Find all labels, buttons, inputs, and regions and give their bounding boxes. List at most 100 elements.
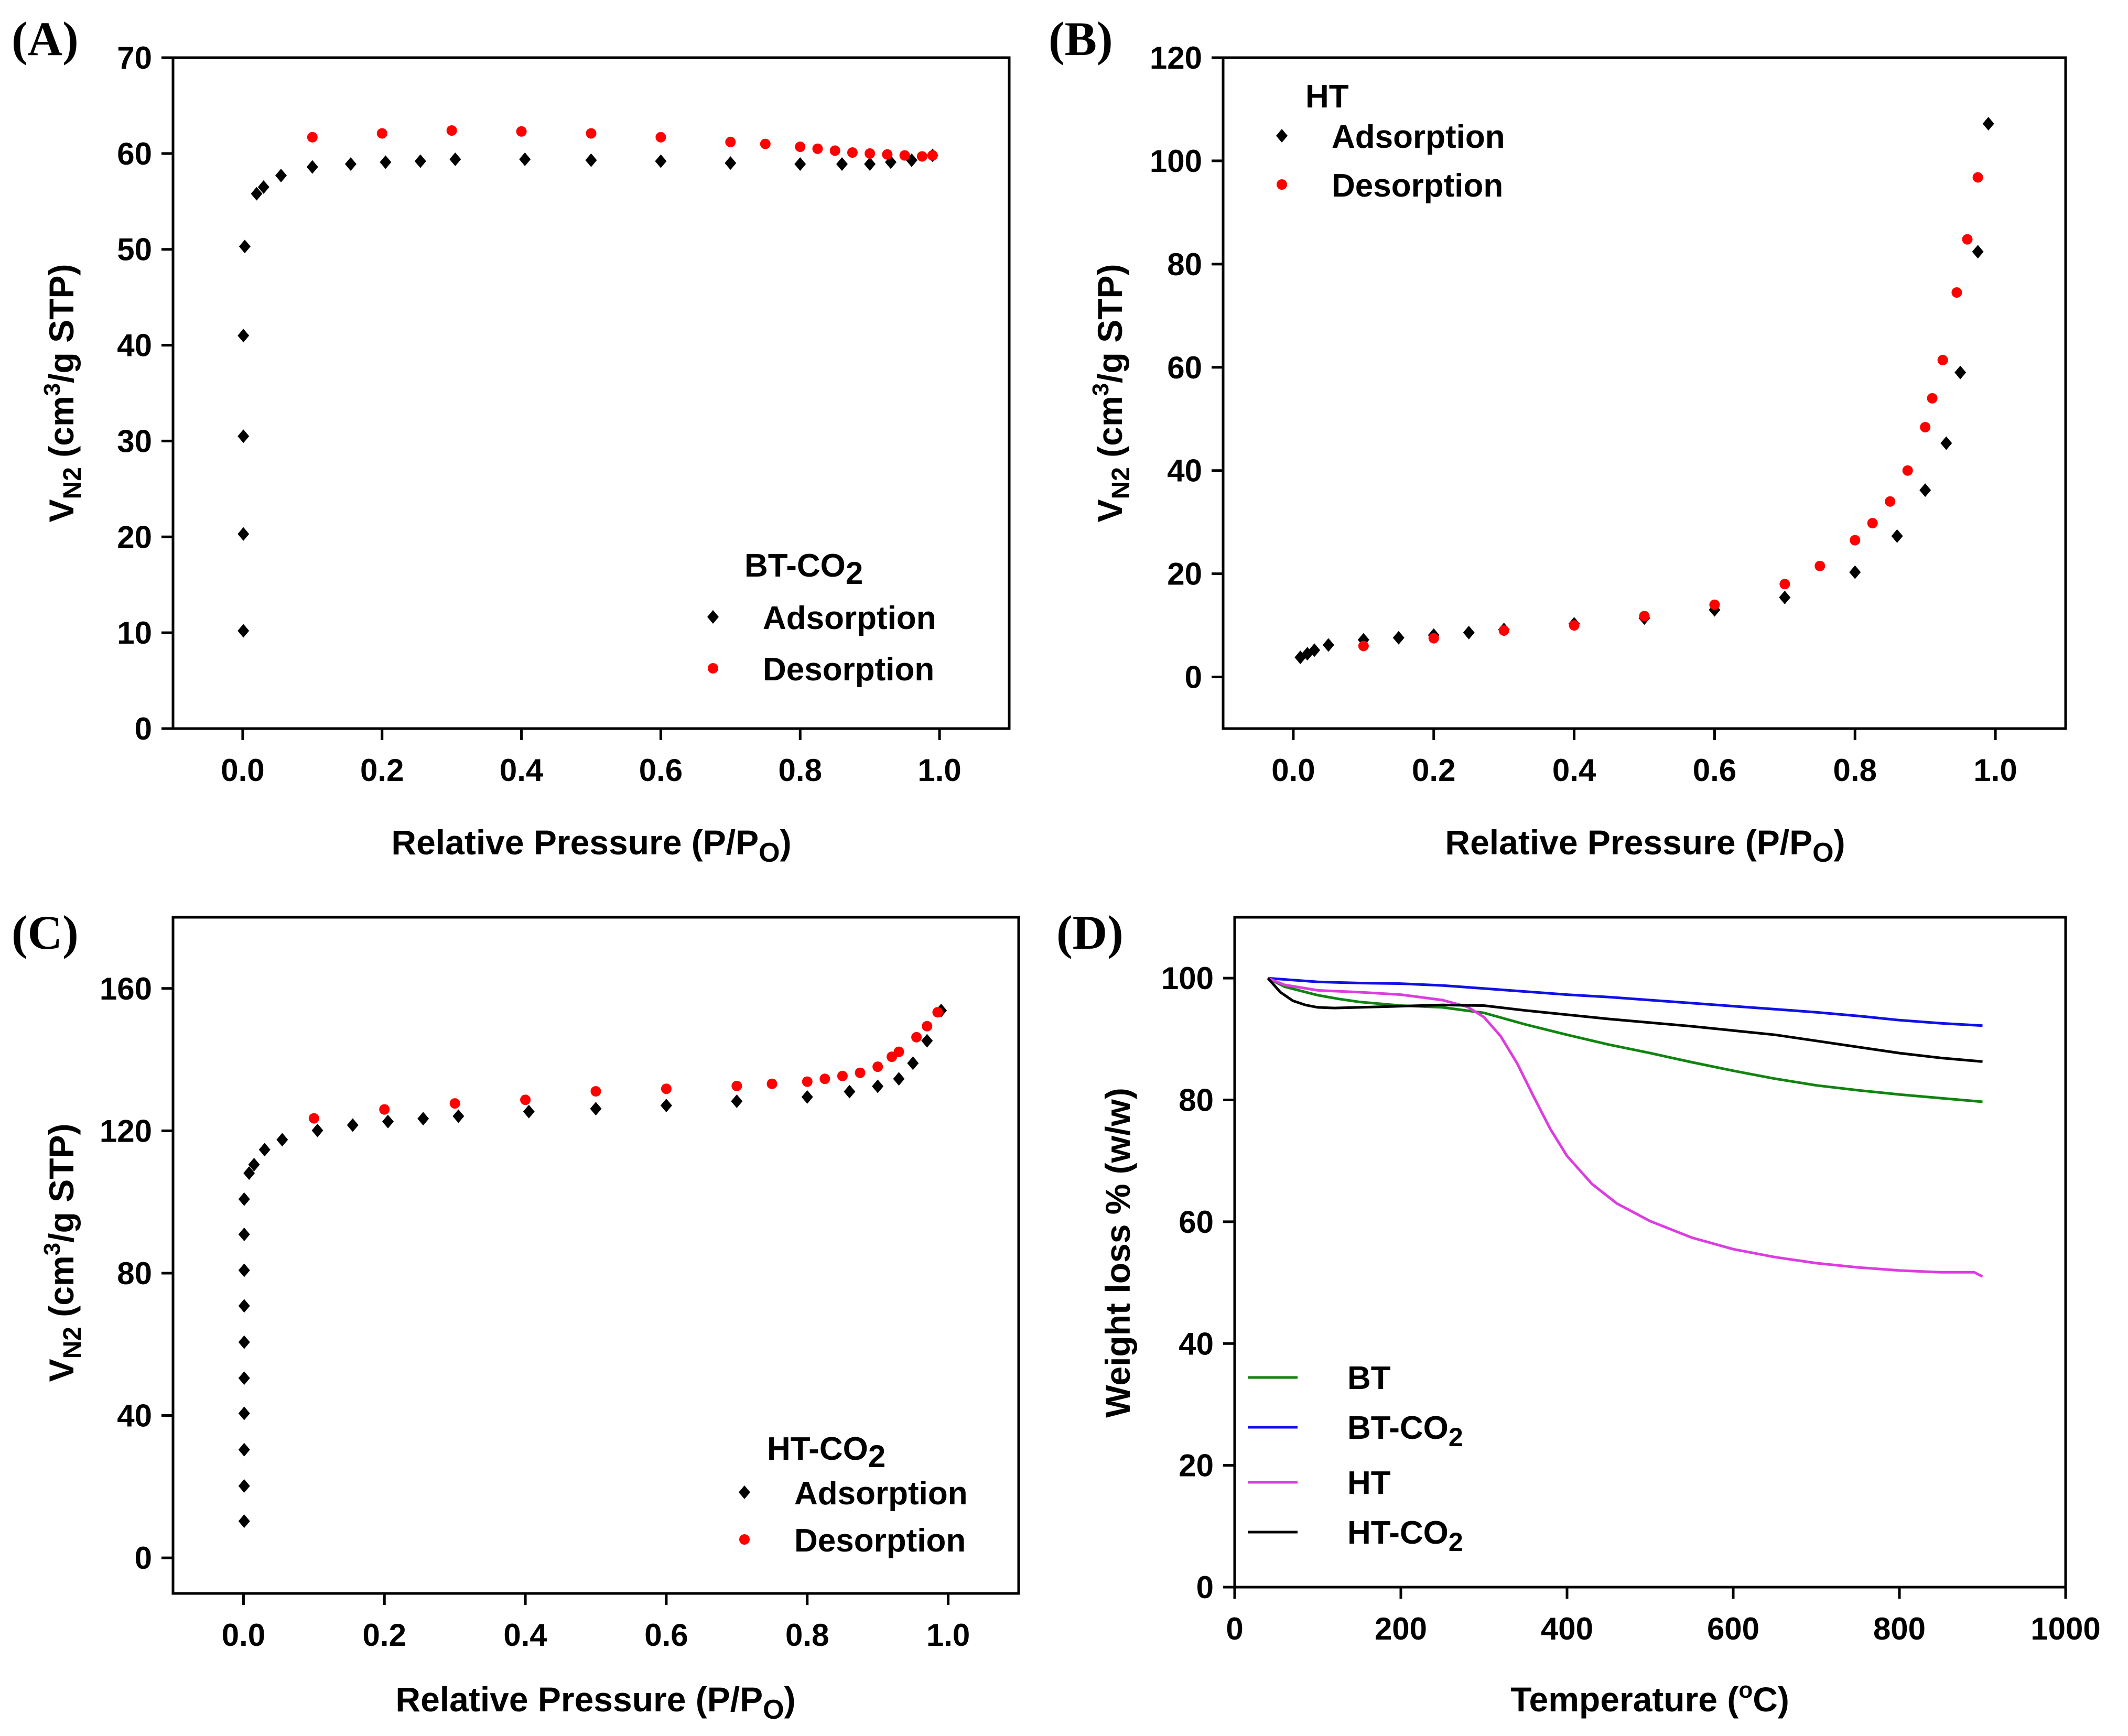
data-point xyxy=(794,157,806,171)
data-point xyxy=(237,329,250,343)
y-tick-label: 0 xyxy=(135,1540,152,1576)
data-point xyxy=(837,1070,848,1081)
data-point xyxy=(238,1335,250,1349)
data-point xyxy=(243,1166,255,1180)
x-tick-label: 1000 xyxy=(2030,1611,2100,1646)
data-point xyxy=(237,429,250,443)
x-tick-label: 0.6 xyxy=(644,1618,688,1653)
x-tick-label: 0.0 xyxy=(221,753,264,788)
data-point xyxy=(1428,633,1439,644)
data-point xyxy=(836,157,848,171)
data-point xyxy=(847,147,858,158)
data-point xyxy=(417,1112,429,1126)
x-tick-label: 600 xyxy=(1707,1611,1759,1646)
data-point xyxy=(660,1099,672,1113)
x-tick-label: 1.0 xyxy=(1973,753,2017,788)
x-tick-label: 0.8 xyxy=(785,1618,829,1653)
data-point xyxy=(251,187,263,201)
data-point xyxy=(766,1078,777,1089)
data-point xyxy=(899,150,910,161)
data-point xyxy=(307,132,318,143)
data-point xyxy=(238,1514,250,1528)
plot-frame xyxy=(171,56,1011,730)
data-point xyxy=(855,1067,866,1078)
data-point xyxy=(1498,625,1509,636)
y-tick-label: 60 xyxy=(117,136,152,171)
x-tick-label: 1.0 xyxy=(917,753,961,788)
y-tick-label: 160 xyxy=(100,971,152,1006)
legend-label: Desorption xyxy=(794,1523,966,1559)
series-adsorption xyxy=(237,148,938,638)
data-point xyxy=(590,1102,602,1116)
y-tick-label: 40 xyxy=(1167,453,1202,489)
data-point xyxy=(829,145,840,156)
data-point xyxy=(921,1034,933,1048)
series-desorption xyxy=(308,1007,943,1124)
legend-label: Adsorption xyxy=(794,1475,968,1512)
legend-label: Adsorption xyxy=(1332,119,1505,155)
data-point xyxy=(865,148,876,159)
data-point xyxy=(801,1090,813,1104)
data-point xyxy=(731,1094,743,1109)
data-point xyxy=(1954,365,1967,379)
y-tick-label: 0 xyxy=(1185,660,1202,695)
data-point xyxy=(449,1098,460,1109)
data-point xyxy=(449,152,461,166)
panel-label: (B) xyxy=(1049,12,1113,66)
panel-label: (C) xyxy=(12,906,79,959)
chart-panel-b: (B) 0.0 0.2 0.4 0.6 0.8 1.0 0 20 40 60 80 100 120 Rela… xyxy=(1049,12,2067,868)
y-tick-label: 80 xyxy=(1167,247,1202,282)
y-tick-label: 80 xyxy=(1179,1083,1214,1118)
data-point xyxy=(655,154,667,168)
panel-label: (A) xyxy=(12,12,79,66)
data-point xyxy=(661,1083,672,1094)
x-tick-label: 0.8 xyxy=(1833,753,1877,788)
x-tick-label: 0.2 xyxy=(360,753,404,788)
data-point xyxy=(238,1192,250,1206)
data-point xyxy=(731,1080,742,1091)
y-tick-label: 120 xyxy=(1150,40,1202,75)
legend-title: HT xyxy=(1305,79,1349,115)
y-axis-label: VN2 (cm3/g STP) xyxy=(1088,264,1135,523)
data-point xyxy=(452,1109,465,1123)
y-tick-label: 0 xyxy=(1196,1570,1214,1605)
data-point xyxy=(238,1442,250,1457)
data-point xyxy=(1709,599,1720,610)
data-point xyxy=(795,142,806,153)
data-point xyxy=(379,1104,390,1115)
data-point xyxy=(1982,117,1994,131)
x-tick-label: 0.2 xyxy=(363,1618,406,1653)
x-tick-label: 0.4 xyxy=(500,753,544,788)
y-tick-label: 20 xyxy=(117,519,152,555)
data-point xyxy=(819,1073,830,1084)
x-tick-label: 0.2 xyxy=(1412,753,1455,788)
y-tick-label: 40 xyxy=(117,328,152,363)
legend-label: Desorption xyxy=(1332,168,1503,204)
data-point xyxy=(1902,465,1913,476)
y-tick-label: 60 xyxy=(1179,1205,1214,1240)
data-point xyxy=(1891,529,1903,543)
plot-frame xyxy=(1222,56,2067,730)
x-tick-label: 0.0 xyxy=(1271,753,1315,788)
data-point xyxy=(916,151,927,162)
x-tick-label: 0.6 xyxy=(639,753,683,788)
data-point xyxy=(1972,245,1984,259)
data-point xyxy=(523,1104,535,1119)
data-point xyxy=(248,1157,260,1171)
data-point xyxy=(1569,620,1580,631)
x-tick-label: 200 xyxy=(1375,1611,1427,1646)
data-point xyxy=(344,157,357,171)
plot-frame xyxy=(171,916,1020,1595)
data-point xyxy=(725,136,736,147)
data-point xyxy=(1463,625,1475,639)
chart-panel-d: (D) 0 200 400 600 800 1000 0 20 40 60 80 100 Temperat… xyxy=(1056,906,2101,1719)
y-tick-label: 100 xyxy=(1150,144,1202,179)
y-tick-label: 70 xyxy=(117,40,152,75)
data-point xyxy=(1919,483,1931,497)
y-tick-label: 30 xyxy=(117,424,152,459)
x-tick-label: 0.4 xyxy=(503,1618,547,1653)
data-point xyxy=(802,1076,813,1087)
data-point xyxy=(872,1079,884,1093)
data-point xyxy=(1940,436,1952,450)
data-point xyxy=(590,1086,601,1097)
